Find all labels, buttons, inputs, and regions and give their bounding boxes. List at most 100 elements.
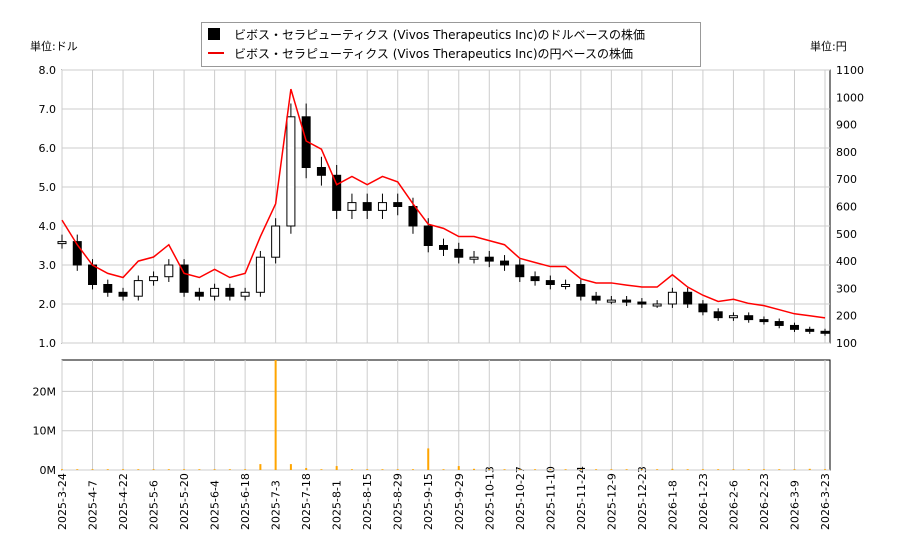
candle [683, 291, 693, 305]
volume-bar [106, 469, 109, 470]
volume-bar [656, 469, 659, 470]
x-tick-label: 2025-11-24 [575, 466, 588, 530]
candle [652, 303, 662, 307]
y-tick-label-right: 600 [836, 201, 857, 214]
y-tick-label-left: 1.0 [39, 337, 57, 350]
volume-bar [76, 469, 79, 470]
y-tick-label-right: 800 [836, 146, 857, 159]
candle [789, 324, 799, 330]
y-tick-label-left: 3.0 [39, 259, 57, 272]
candle [591, 295, 601, 301]
y-tick-label-right: 700 [836, 173, 857, 186]
volume-bar [274, 360, 277, 470]
candle [240, 291, 250, 297]
candle [332, 174, 342, 211]
candle [164, 264, 174, 278]
volume-bar [717, 469, 720, 470]
volume-bar [411, 469, 414, 470]
candle [408, 206, 418, 227]
volume-plot-area [61, 359, 831, 471]
candle [759, 319, 769, 323]
volume-bar [259, 464, 262, 470]
candle [500, 260, 510, 266]
candle [774, 321, 784, 326]
x-tick-label: 2026-1-8 [666, 480, 679, 530]
candle [515, 264, 525, 278]
candle [530, 276, 540, 282]
volume-bar [61, 469, 63, 470]
x-tick-label: 2025-7-3 [270, 480, 283, 530]
candle [744, 315, 754, 321]
y-tick-label-left: 2.0 [39, 298, 57, 311]
volume-bar [686, 469, 689, 470]
volume-bar [793, 469, 796, 470]
x-tick-label: 2025-4-22 [117, 473, 130, 530]
candle [149, 276, 159, 282]
x-tick-label: 2025-6-4 [209, 480, 222, 530]
y-tick-label-right: 900 [836, 119, 857, 132]
x-tick-label: 2025-7-18 [300, 473, 313, 530]
y-tick-label-left: 8.0 [39, 64, 57, 77]
volume-bar [534, 469, 537, 470]
y-tick-label-right: 500 [836, 228, 857, 241]
volume-bar [244, 469, 247, 470]
y-tick-label-right: 1100 [836, 64, 864, 77]
jpy-price-line [61, 88, 826, 319]
volume-tick-label: 0M [40, 464, 57, 477]
candle [72, 241, 82, 266]
candle [622, 299, 632, 303]
candle [347, 202, 357, 211]
candle [88, 264, 98, 285]
volume-bar [701, 469, 704, 470]
y-tick-label-right: 100 [836, 337, 857, 350]
candle [805, 328, 815, 332]
volume-bar [473, 468, 476, 470]
volume-bar [427, 448, 430, 470]
volume-tick-label: 20M [33, 385, 57, 398]
volume-bar [183, 469, 186, 470]
volume-bar [289, 464, 292, 470]
legend-swatch-usd [208, 28, 220, 40]
volume-bar [381, 469, 384, 470]
candle [133, 280, 143, 297]
candle [194, 291, 204, 297]
volume-bar [320, 469, 323, 470]
x-tick-label: 2026-1-23 [697, 473, 710, 530]
volume-bar [549, 469, 552, 470]
candle [271, 225, 281, 258]
candle [698, 303, 708, 313]
x-tick-label: 2025-9-29 [453, 473, 466, 530]
x-tick-label: 2025-12-9 [605, 473, 618, 530]
candle [301, 116, 311, 169]
x-tick-label: 2025-4-7 [87, 480, 100, 530]
x-tick-label: 2025-5-6 [148, 480, 161, 530]
candle [393, 202, 403, 208]
right-unit-label: 単位:円 [810, 39, 847, 53]
volume-bar [732, 469, 735, 470]
candle [728, 315, 738, 319]
volume-bar [91, 469, 94, 470]
volume-bar [366, 469, 369, 470]
candle [377, 202, 387, 211]
candle [713, 311, 723, 319]
x-tick-label: 2025-3-24 [56, 473, 69, 530]
candle [179, 264, 189, 293]
candle [57, 241, 67, 245]
volume-bar [442, 469, 445, 470]
y-tick-label-left: 6.0 [39, 142, 57, 155]
y-tick-label-right: 200 [836, 310, 857, 323]
legend-item-jpy: ビボス・セラピューティクス (Vivos Therapeutics Inc)の円… [208, 45, 633, 63]
candle [316, 167, 326, 176]
candle [210, 287, 220, 297]
candle [606, 299, 616, 303]
x-tick-label: 2025-8-1 [331, 480, 344, 530]
candle [545, 280, 555, 286]
volume-bar [488, 469, 491, 470]
x-tick-label: 2026-2-23 [758, 473, 771, 530]
candle [439, 245, 448, 250]
volume-bar [198, 469, 201, 470]
volume-bar [778, 469, 781, 470]
candle [225, 287, 235, 297]
price-plot-area [61, 69, 831, 344]
volume-bar [640, 469, 643, 470]
